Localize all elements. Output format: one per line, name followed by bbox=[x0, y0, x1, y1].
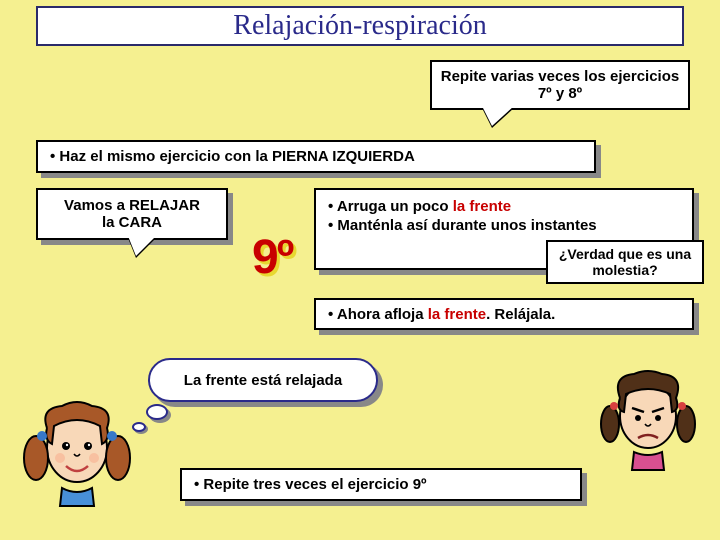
repeat-9-text: Repite tres veces el ejercicio 9º bbox=[194, 476, 427, 493]
callout-repeat-text: Repite varias veces los ejercicios 7º y … bbox=[436, 68, 684, 102]
question-text: ¿Verdad que es una molestia? bbox=[550, 246, 700, 278]
callout-relax-face: Vamos a RELAJAR la CARA bbox=[36, 188, 228, 240]
page-title: Relajación-respiración bbox=[233, 10, 486, 42]
row1-text: Haz el mismo ejercicio con la PIERNA IZQ… bbox=[50, 148, 415, 165]
relax-forehead-text: Ahora afloja la frente. Relájala. bbox=[328, 306, 555, 323]
thought-bubble-icon bbox=[132, 422, 146, 432]
instruction-repeat-9: Repite tres veces el ejercicio 9º bbox=[180, 468, 582, 501]
exercise-number-nine: 9º bbox=[252, 230, 292, 285]
title-bar: Relajación-respiración bbox=[36, 6, 684, 46]
callout-relax-face-text: Vamos a RELAJAR la CARA bbox=[64, 197, 200, 231]
callout-question-annoyance: ¿Verdad que es una molestia? bbox=[546, 240, 704, 284]
instruction-relax-forehead: Ahora afloja la frente. Relájala. bbox=[314, 298, 694, 330]
girl-angry-icon bbox=[600, 364, 696, 472]
thought-cloud-relaxed: La frente está relajada bbox=[148, 358, 378, 402]
girl-pigtails-icon bbox=[22, 388, 132, 508]
frown-line2: Manténla así durante unos instantes bbox=[328, 217, 680, 234]
instruction-left-leg: Haz el mismo ejercicio con la PIERNA IZQ… bbox=[36, 140, 596, 173]
cloud-text: La frente está relajada bbox=[184, 372, 342, 389]
callout-repeat-7-8: Repite varias veces los ejercicios 7º y … bbox=[430, 60, 690, 110]
frown-line1: Arruga un poco la frente bbox=[328, 198, 680, 215]
thought-bubble-icon bbox=[146, 404, 168, 420]
